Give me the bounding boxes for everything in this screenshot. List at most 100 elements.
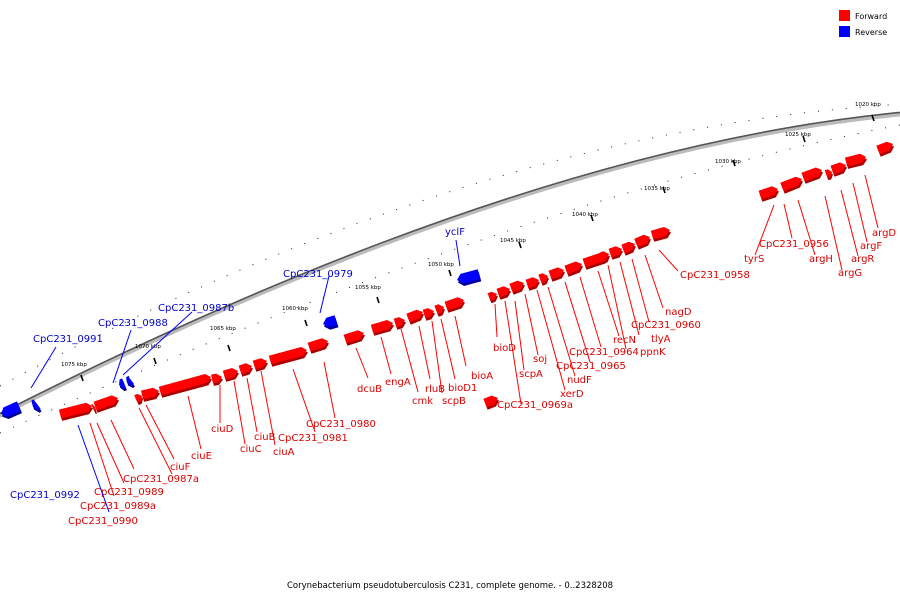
gene-feature[interactable]: ciuB	[238, 363, 276, 443]
gene-label[interactable]: xerD	[560, 389, 584, 400]
gene-label[interactable]: CpC231_0991	[33, 334, 103, 345]
gene-arrow[interactable]	[126, 376, 134, 386]
gene-feature[interactable]: recN	[582, 252, 636, 346]
gene-feature[interactable]: CpC231_0969a	[487, 291, 573, 411]
gene-feature[interactable]: argD	[864, 141, 896, 239]
gene-label[interactable]: CpC231_0980	[306, 419, 376, 430]
gene-arrow[interactable]	[548, 267, 565, 280]
gene-arrow[interactable]	[158, 374, 211, 396]
gene-label[interactable]: CpC231_0981	[278, 433, 348, 444]
gene-label[interactable]: CpC231_0965	[556, 361, 626, 372]
gene-label[interactable]: CpC231_0988	[98, 318, 168, 329]
gene-feature[interactable]: xerD	[525, 277, 584, 400]
gene-label[interactable]: dcuB	[357, 384, 382, 395]
gene-arrow[interactable]	[393, 317, 405, 328]
gene-label[interactable]: argR	[851, 254, 874, 265]
gene-feature[interactable]: soj	[509, 280, 547, 365]
gene-label[interactable]: ciuF	[170, 462, 191, 473]
gene-feature[interactable]: CpC231_0989	[93, 395, 164, 498]
gene-arrow[interactable]	[780, 176, 802, 192]
gene-feature[interactable]: rluB	[406, 309, 445, 395]
gene-label[interactable]: ciuE	[191, 451, 212, 462]
gene-arrow[interactable]	[876, 141, 893, 155]
gene-feature[interactable]: bioD1	[434, 304, 477, 394]
gene-label[interactable]: argG	[838, 268, 862, 279]
gene-arrow[interactable]	[238, 363, 252, 375]
gene-feature[interactable]: bioA	[444, 297, 494, 382]
gene-feature[interactable]: dcuB	[343, 330, 383, 395]
gene-feature[interactable]: ciuA	[252, 358, 295, 458]
gene-label[interactable]: CpC231_0960	[631, 320, 701, 331]
gene-arrow[interactable]	[608, 246, 622, 258]
gene-label[interactable]: ciuD	[211, 424, 234, 435]
gene-label[interactable]: cmk	[412, 396, 433, 407]
gene-arrow[interactable]	[58, 402, 92, 419]
gene-arrow[interactable]	[1, 401, 21, 417]
gene-label[interactable]: ciuA	[273, 447, 295, 458]
gene-feature[interactable]: ciuD	[211, 373, 234, 435]
gene-arrow[interactable]	[406, 309, 423, 323]
gene-label[interactable]: bioD	[493, 343, 516, 354]
gene-arrow[interactable]	[496, 286, 510, 298]
gene-arrow[interactable]	[650, 227, 670, 240]
gene-arrow[interactable]	[444, 297, 464, 311]
gene-label[interactable]: bioD1	[448, 383, 477, 394]
gene-arrow[interactable]	[323, 315, 338, 328]
gene-label[interactable]: ciuC	[240, 444, 262, 455]
gene-arrow[interactable]	[141, 387, 159, 400]
gene-feature[interactable]: ciuC	[222, 368, 262, 455]
gene-label[interactable]: CpC231_0964	[569, 347, 639, 358]
gene-arrow[interactable]	[483, 395, 498, 408]
gene-feature[interactable]: nudF	[538, 273, 592, 386]
gene-feature[interactable]: CpC231_0990	[58, 402, 138, 527]
gene-label[interactable]: scpA	[519, 369, 543, 380]
gene-arrow[interactable]	[119, 378, 126, 389]
gene-label[interactable]: CpC231_0969a	[497, 400, 573, 411]
gene-label[interactable]: ciuB	[254, 432, 276, 443]
gene-arrow[interactable]	[370, 320, 393, 334]
gene-feature[interactable]: bioD	[483, 303, 516, 410]
gene-label[interactable]: CpC231_0989	[94, 487, 164, 498]
gene-arrow[interactable]	[134, 393, 142, 403]
gene-arrow[interactable]	[434, 304, 444, 315]
gene-label[interactable]: recN	[613, 335, 636, 346]
gene-feature[interactable]: CpC231_0987b	[122, 303, 234, 388]
gene-label[interactable]: CpC231_0979	[283, 269, 353, 280]
gene-label[interactable]: scpB	[442, 396, 466, 407]
gene-feature[interactable]: nagD	[634, 234, 692, 318]
gene-label[interactable]: CpC231_0990	[68, 516, 138, 527]
gene-arrow[interactable]	[211, 373, 222, 384]
gene-feature[interactable]: CpC231_0956	[759, 176, 829, 250]
gene-arrow[interactable]	[268, 347, 307, 365]
gene-feature[interactable]: CpC231_0992	[1, 346, 80, 501]
gene-arrow[interactable]	[509, 280, 524, 293]
gene-label[interactable]: tyrS	[744, 254, 764, 265]
gene-label[interactable]: soj	[533, 354, 547, 365]
gene-arrow[interactable]	[538, 273, 548, 284]
gene-label[interactable]: CpC231_0992	[10, 490, 80, 501]
gene-feature[interactable]: ciuE	[158, 374, 212, 462]
gene-feature[interactable]: cmk	[393, 317, 434, 407]
gene-arrow[interactable]	[634, 234, 650, 248]
gene-label[interactable]: engA	[385, 377, 411, 388]
gene-arrow[interactable]	[525, 277, 539, 289]
gene-label[interactable]: tlyA	[651, 334, 671, 345]
gene-feature[interactable]: CpC231_0964	[564, 261, 639, 359]
gene-label[interactable]: CpC231_0956	[759, 239, 829, 250]
gene-feature[interactable]: CpC231_0960	[621, 241, 701, 331]
gene-label[interactable]: nudF	[567, 375, 592, 386]
gene-label[interactable]: nagD	[665, 307, 692, 318]
gene-label[interactable]: ppnK	[640, 347, 666, 358]
gene-label[interactable]: argF	[860, 241, 882, 252]
gene-arrow[interactable]	[343, 330, 364, 344]
gene-arrow[interactable]	[582, 252, 608, 268]
gene-feature[interactable]: CpC231_0981	[268, 347, 348, 444]
gene-arrow[interactable]	[91, 403, 96, 412]
gene-feature[interactable]: scpB	[422, 308, 466, 407]
gene-feature[interactable]: CpC231_0989a	[80, 403, 156, 512]
gene-arrow[interactable]	[252, 358, 267, 370]
gene-arrow[interactable]	[824, 169, 832, 178]
gene-feature[interactable]: tyrS	[744, 186, 779, 265]
gene-label[interactable]: argH	[809, 254, 833, 265]
gene-label[interactable]: yclF	[445, 227, 465, 238]
